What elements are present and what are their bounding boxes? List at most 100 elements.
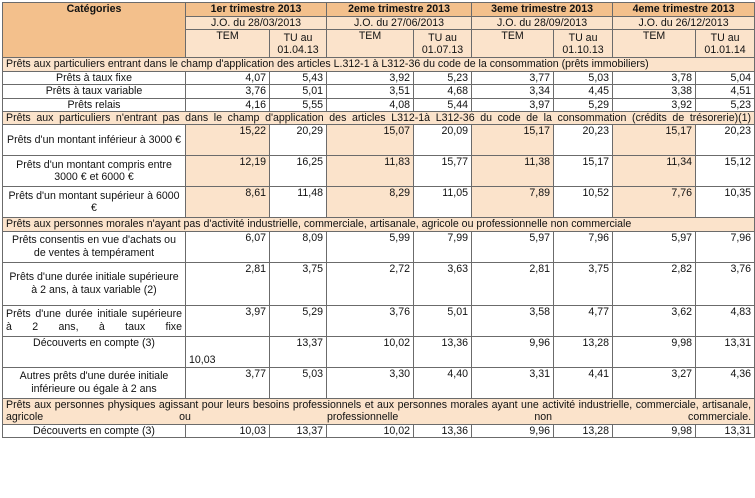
- value-cell: 3,92: [612, 97, 697, 113]
- value-cell: 5,29: [553, 97, 614, 113]
- value-cell: 3,76: [326, 304, 415, 337]
- value-cell: 10,03: [185, 423, 270, 439]
- table-row: Découverts en compte (3) 10,03 13,37 10,…: [2, 335, 755, 368]
- value-cell: 13,36: [413, 335, 473, 368]
- value-cell: 3,97: [185, 304, 270, 337]
- value-cell: 13,31: [695, 335, 755, 368]
- value-cell: 4,83: [695, 304, 755, 337]
- value-cell: 4,45: [553, 84, 614, 99]
- header-quarter-3: 3eme trimestre 2013: [471, 2, 614, 17]
- value-cell: 3,78: [612, 70, 697, 86]
- value-cell: 20,23: [553, 124, 614, 157]
- value-cell: 2,72: [326, 261, 415, 306]
- row-label: Autres prêts d'une durée initiale inféri…: [2, 366, 186, 399]
- header-quarter-4: 4eme trimestre 2013: [612, 2, 755, 17]
- value-cell: 7,89: [471, 186, 555, 219]
- value-cell: 11,48: [268, 186, 328, 219]
- value-cell: 4,08: [326, 97, 415, 113]
- value-cell: 5,04: [695, 70, 755, 86]
- value-cell: 5,01: [268, 84, 328, 99]
- value-cell: 15,07: [326, 124, 415, 157]
- value-cell: 20,23: [695, 124, 755, 157]
- value-cell: 3,76: [695, 261, 755, 306]
- value-cell: 13,28: [553, 335, 614, 368]
- value-cell: 3,38: [612, 84, 697, 99]
- rates-table: Catégories 1er trimestre 2013 2eme trime…: [1, 1, 755, 439]
- header-jo-1: J.O. du 28/03/2013: [184, 15, 328, 31]
- row-label: Découverts en compte (3): [2, 423, 186, 439]
- table-row: Prêts d'un montant supérieur à 6000 € 8,…: [2, 186, 755, 219]
- row-label: Prêts à taux fixe: [2, 70, 186, 86]
- value-cell: 15,22: [185, 124, 270, 157]
- section-title-professionnels: Prêts aux personnes physiques agissant p…: [1, 397, 755, 425]
- value-cell: 5,97: [612, 230, 697, 263]
- value-cell: 5,97: [471, 230, 555, 263]
- header-categories: Catégories: [2, 1, 186, 59]
- header-row-jo: J.O. du 28/03/2013 J.O. du 27/06/2013 J.…: [3, 15, 755, 31]
- section-title-tresorerie: Prêts aux particuliers n'entrant pas dan…: [1, 111, 755, 126]
- value-cell: 3,30: [326, 366, 415, 399]
- value-cell: 11,83: [326, 155, 415, 188]
- value-cell: 3,75: [553, 261, 614, 306]
- value-cell: 10,02: [326, 335, 415, 368]
- value-cell: 5,01: [413, 304, 473, 337]
- header-tem-1: TEM: [185, 29, 270, 59]
- table-row: Prêts d'un montant compris entre 3000 € …: [2, 155, 755, 188]
- value-cell: 20,29: [268, 124, 328, 157]
- value-cell: 4,77: [553, 304, 614, 337]
- table-row: Découverts en compte (3) 10,03 13,37 10,…: [2, 423, 755, 439]
- value-cell: 3,77: [185, 366, 270, 399]
- section-title-personnes-morales: Prêts aux personnes morales n'ayant pas …: [1, 217, 755, 232]
- value-cell: 4,41: [553, 366, 614, 399]
- header-tu-4: TU au 01.01.14: [695, 29, 755, 59]
- value-cell: 16,25: [268, 155, 328, 188]
- value-cell: 5,43: [268, 70, 328, 86]
- header-tem-4: TEM: [612, 29, 697, 59]
- value-cell: 15,12: [695, 155, 755, 188]
- value-cell: 3,62: [612, 304, 697, 337]
- value-cell: 13,28: [553, 423, 614, 439]
- header-jo-4: J.O. du 26/12/2013: [612, 15, 755, 31]
- value-cell: 4,36: [695, 366, 755, 399]
- value-cell: 15,77: [413, 155, 473, 188]
- value-cell: 4,16: [185, 97, 270, 113]
- value-cell: 5,23: [413, 70, 473, 86]
- value-cell: 5,03: [268, 366, 328, 399]
- table-row: Autres prêts d'une durée initiale inféri…: [2, 366, 755, 399]
- value-cell: 9,96: [471, 423, 555, 439]
- value-cell: 3,76: [185, 84, 270, 99]
- table-row: Prêts relais 4,16 5,55 4,08 5,44 3,97 5,…: [2, 97, 755, 113]
- row-label: Prêts consentis en vue d'achats ou de ve…: [2, 230, 186, 263]
- value-cell: 13,36: [413, 423, 473, 439]
- table-row: Prêts d'un montant inférieur à 3000 € 15…: [2, 124, 755, 157]
- value-cell: 5,23: [695, 97, 755, 113]
- value-cell: 6,07: [185, 230, 270, 263]
- value-cell: 3,34: [471, 84, 555, 99]
- table-row: Prêts à taux variable 3,76 5,01 3,51 4,6…: [2, 84, 755, 99]
- value-cell: 3,97: [471, 97, 555, 113]
- value-cell: 5,03: [553, 70, 614, 86]
- row-label: Prêts d'un montant inférieur à 3000 €: [2, 124, 186, 157]
- section-row: Prêts aux personnes physiques agissant p…: [1, 397, 755, 425]
- row-label: Prêts d'une durée initiale supérieure à …: [2, 261, 186, 306]
- section-row: Prêts aux personnes morales n'ayant pas …: [1, 217, 755, 232]
- header-jo-3: J.O. du 28/09/2013: [471, 15, 614, 31]
- value-cell: 5,29: [268, 304, 328, 337]
- value-cell: 9,98: [612, 335, 697, 368]
- value-cell: 4,51: [695, 84, 755, 99]
- value-cell: 4,07: [185, 70, 270, 86]
- value-cell: 2,81: [185, 261, 270, 306]
- value-cell: 5,44: [413, 97, 473, 113]
- header-jo-2: J.O. du 27/06/2013: [326, 15, 473, 31]
- row-label: Prêts d'une durée initiale supérieure à …: [2, 304, 186, 337]
- header-tem-3: TEM: [471, 29, 555, 59]
- value-cell: 4,68: [413, 84, 473, 99]
- value-cell: 9,96: [471, 335, 555, 368]
- value-cell: 10,02: [326, 423, 415, 439]
- value-cell: 10,52: [553, 186, 614, 219]
- value-cell: 5,55: [268, 97, 328, 113]
- value-cell: 15,17: [553, 155, 614, 188]
- value-cell: 4,40: [413, 366, 473, 399]
- row-label: Prêts relais: [2, 97, 186, 113]
- header-tu-1: TU au 01.04.13: [268, 29, 328, 59]
